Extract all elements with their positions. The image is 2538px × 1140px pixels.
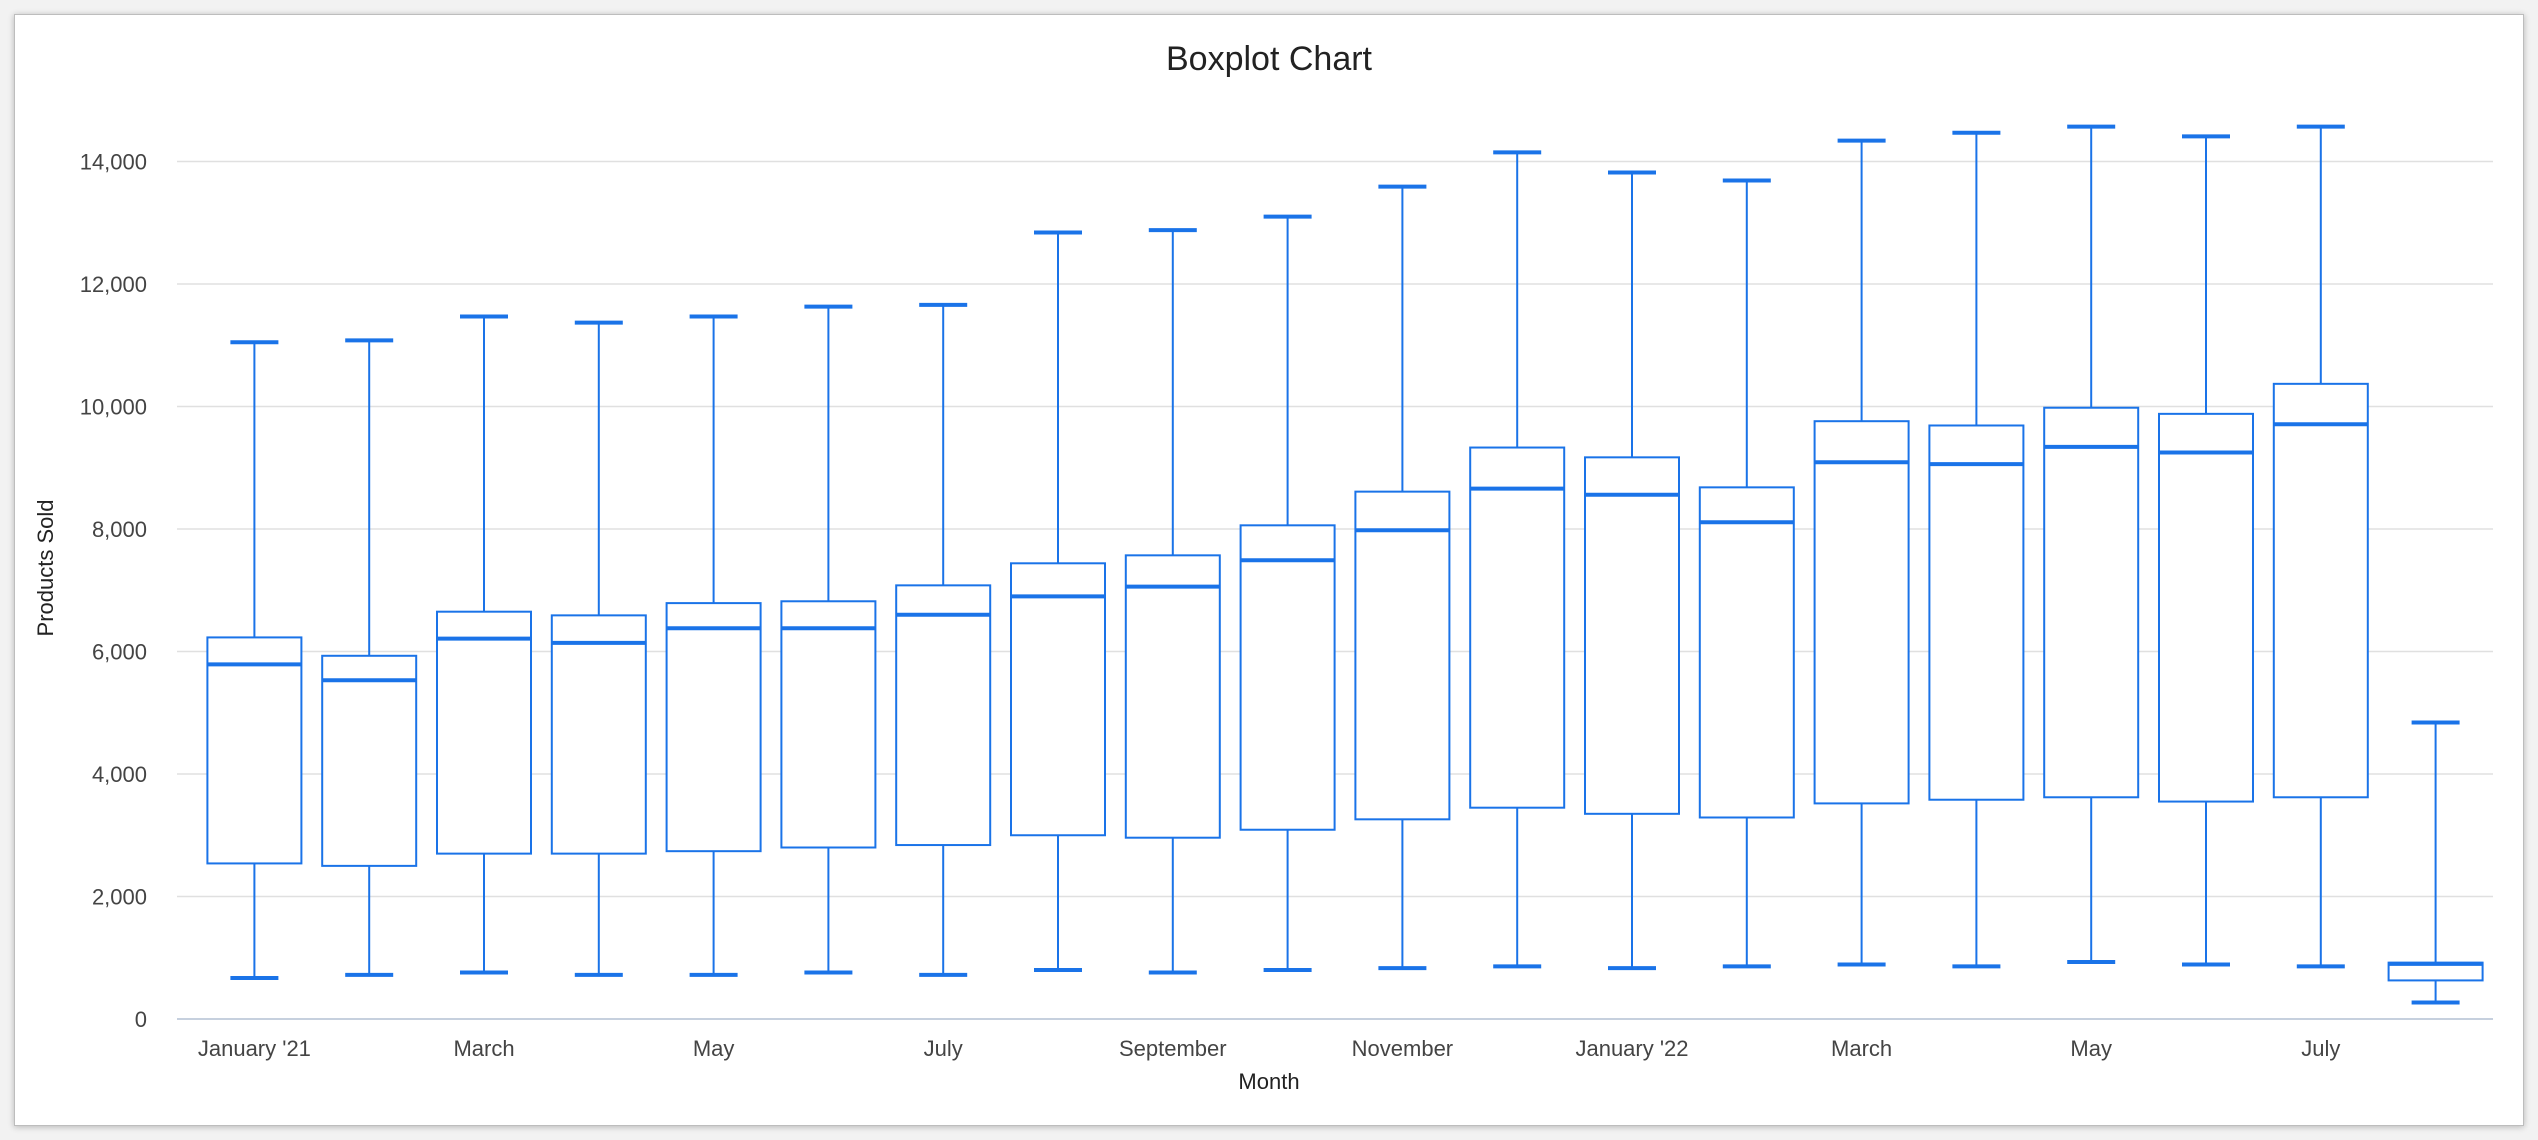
box-16 xyxy=(1928,130,2025,969)
iqr-box xyxy=(206,636,303,865)
iqr-box xyxy=(2272,382,2369,799)
y-tick-label: 8,000 xyxy=(92,517,147,542)
iqr-box xyxy=(895,584,992,847)
box-20 xyxy=(2387,720,2484,1005)
x-axis-ticks: January '21 March May July September November… xyxy=(198,1036,2340,1061)
iqr-box xyxy=(2043,406,2140,799)
y-tick-label: 2,000 xyxy=(92,885,147,910)
box-6 xyxy=(780,304,877,975)
iqr-box xyxy=(780,600,877,849)
y-tick-label: 0 xyxy=(135,1007,147,1032)
iqr-box xyxy=(1698,486,1795,819)
iqr-box xyxy=(1813,420,1910,805)
iqr-box xyxy=(436,610,532,855)
box-7 xyxy=(895,302,992,977)
box-15 xyxy=(1813,138,1910,967)
x-tick-label: November xyxy=(1352,1036,1453,1061)
x-tick-label: September xyxy=(1119,1036,1227,1061)
box-11 xyxy=(1354,184,1451,971)
x-axis-title: Month xyxy=(1238,1069,1299,1094)
iqr-box xyxy=(1354,490,1451,821)
box-2 xyxy=(321,338,418,977)
box-9 xyxy=(1124,228,1221,975)
x-tick-label: January '22 xyxy=(1575,1036,1688,1061)
box-5 xyxy=(665,314,762,977)
iqr-box xyxy=(1239,524,1336,831)
iqr-box xyxy=(1010,562,1106,837)
x-tick-label: January '21 xyxy=(198,1036,311,1061)
iqr-box xyxy=(550,614,647,855)
y-tick-label: 14,000 xyxy=(80,150,147,175)
y-axis-ticks: 0 2,000 4,000 6,000 8,000 10,000 12,000 14,000 xyxy=(80,150,147,1033)
y-tick-label: 6,000 xyxy=(92,640,147,665)
iqr-box xyxy=(1584,456,1680,815)
box-19 xyxy=(2272,124,2369,969)
boxplot-chart: Boxplot Chart 0 2,000 4,000 6,000 8,000 10,00… xyxy=(33,40,2493,1094)
y-tick-label: 10,000 xyxy=(80,395,147,420)
x-tick-label: March xyxy=(453,1036,514,1061)
iqr-box xyxy=(1928,424,2025,801)
iqr-box xyxy=(1469,446,1566,809)
box-13 xyxy=(1584,170,1680,971)
y-tick-label: 4,000 xyxy=(92,762,147,787)
box-1 xyxy=(206,340,303,980)
box-12 xyxy=(1469,150,1566,969)
iqr-box xyxy=(321,654,418,867)
box-8 xyxy=(1010,230,1106,972)
box-4 xyxy=(550,320,647,977)
x-tick-label: May xyxy=(693,1036,735,1061)
iqr-box xyxy=(665,602,762,853)
x-tick-label: May xyxy=(2070,1036,2112,1061)
box-10 xyxy=(1239,214,1336,972)
x-tick-label: July xyxy=(924,1036,963,1061)
iqr-box xyxy=(1124,554,1221,839)
y-tick-label: 12,000 xyxy=(80,272,147,297)
x-tick-label: March xyxy=(1831,1036,1892,1061)
iqr-box xyxy=(2158,412,2254,803)
y-axis-title: Products Sold xyxy=(33,500,58,637)
box-3 xyxy=(436,314,532,975)
box-17 xyxy=(2043,124,2140,965)
chart-title: Boxplot Chart xyxy=(1166,40,1373,78)
boxes xyxy=(206,124,2484,1005)
chart-window: Boxplot Chart 0 2,000 4,000 6,000 8,000 10,00… xyxy=(14,14,2524,1126)
box-18 xyxy=(2158,134,2254,967)
x-tick-label: July xyxy=(2301,1036,2340,1061)
box-14 xyxy=(1698,178,1795,969)
